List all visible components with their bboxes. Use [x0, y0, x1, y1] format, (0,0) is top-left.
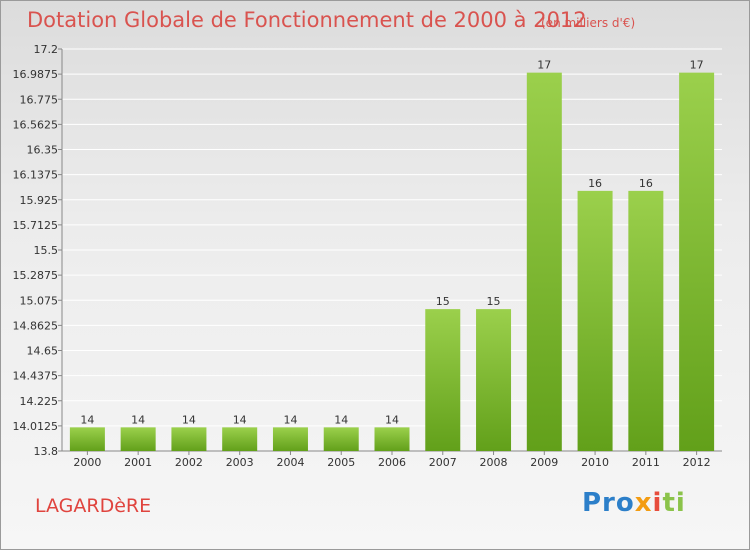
bar	[69, 427, 105, 451]
x-tick-label: 2008	[480, 456, 508, 469]
bar	[171, 427, 207, 451]
data-label: 17	[690, 59, 704, 72]
data-label: 15	[436, 295, 450, 308]
bar	[222, 427, 258, 451]
x-tick-label: 2010	[581, 456, 609, 469]
y-tick-label: 14.8625	[13, 319, 59, 332]
bar	[323, 427, 359, 451]
x-tick-label: 2005	[327, 456, 355, 469]
commune-name: LAGARDèRE	[35, 495, 152, 517]
data-label: 17	[537, 59, 551, 72]
y-tick-label: 17.2	[34, 43, 59, 56]
bar	[425, 309, 461, 451]
y-tick-label: 15.5	[34, 244, 59, 257]
x-tick-label: 2002	[175, 456, 203, 469]
y-tick-label: 14.65	[27, 345, 59, 358]
bar	[628, 190, 664, 451]
data-label: 14	[283, 413, 297, 426]
x-tick-label: 2006	[378, 456, 406, 469]
bar	[577, 190, 613, 451]
x-tick-label: 2009	[530, 456, 558, 469]
chart-subtitle: (en milliers d'€)	[541, 16, 636, 30]
y-tick-label: 15.7125	[13, 219, 59, 232]
proxiti-logo: Proxiti	[582, 488, 686, 518]
x-tick-label: 2001	[124, 456, 152, 469]
x-tick-label: 2000	[73, 456, 101, 469]
data-label: 14	[182, 413, 196, 426]
bar	[476, 309, 512, 451]
data-label: 14	[80, 413, 94, 426]
data-label: 16	[588, 177, 602, 190]
x-tick-label: 2004	[276, 456, 304, 469]
y-tick-label: 15.925	[20, 194, 59, 207]
bar	[374, 427, 410, 451]
y-tick-label: 14.225	[20, 395, 59, 408]
x-tick-label: 2011	[632, 456, 660, 469]
y-tick-label: 13.8	[34, 445, 59, 458]
x-tick-label: 2003	[226, 456, 254, 469]
y-tick-label: 16.35	[27, 144, 59, 157]
data-label: 14	[334, 413, 348, 426]
bar	[679, 72, 715, 451]
x-tick-label: 2012	[683, 456, 711, 469]
y-tick-label: 16.9875	[13, 68, 59, 81]
data-label: 15	[487, 295, 501, 308]
chart-title: Dotation Globale de Fonctionnement de 20…	[27, 8, 587, 32]
y-tick-label: 16.775	[20, 93, 59, 106]
y-tick-label: 14.0125	[13, 420, 59, 433]
data-label: 14	[233, 413, 247, 426]
y-tick-label: 15.075	[20, 294, 59, 307]
y-tick-label: 16.5625	[13, 118, 59, 131]
bar	[272, 427, 308, 451]
data-label: 14	[131, 413, 145, 426]
y-tick-label: 16.1375	[13, 169, 59, 182]
y-tick-label: 15.2875	[13, 269, 59, 282]
y-tick-label: 14.4375	[13, 370, 59, 383]
data-label: 14	[385, 413, 399, 426]
bar	[526, 72, 562, 451]
data-label: 16	[639, 177, 653, 190]
x-tick-label: 2007	[429, 456, 457, 469]
bar	[120, 427, 156, 451]
